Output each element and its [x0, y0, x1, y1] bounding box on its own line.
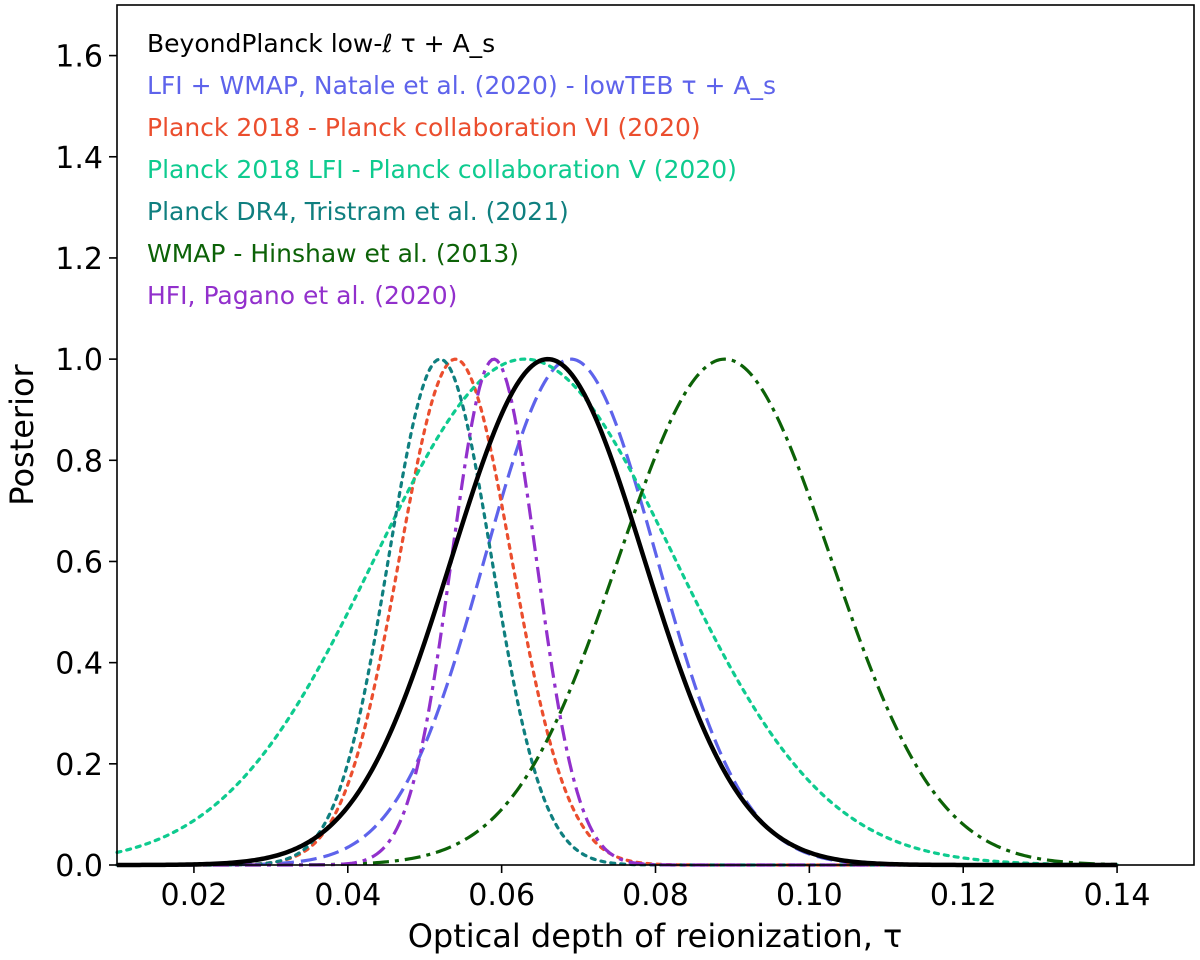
y-tick-label: 1.4 [55, 141, 103, 176]
x-tick-label: 0.06 [468, 878, 535, 913]
x-axis-ticks: 0.02 0.04 0.06 0.08 0.10 0.12 0.14 [161, 865, 1151, 913]
y-tick-label: 0.2 [55, 748, 103, 783]
series-curve-1 [117, 357, 1118, 867]
x-tick-label: 0.04 [314, 878, 381, 913]
legend-entry-6: HFI, Pagano et al. (2020) [147, 281, 457, 310]
y-tick-label: 1.0 [55, 343, 103, 378]
x-axis-label: Optical depth of reionization, τ [408, 917, 903, 955]
legend-entry-2: Planck 2018 - Planck collaboration VI (2… [147, 113, 701, 142]
y-tick-label: 1.2 [55, 242, 103, 277]
legend-entry-0: BeyondPlanck low-ℓ τ + A_s [147, 29, 495, 58]
legend-entry-4: Planck DR4, Tristram et al. (2021) [147, 197, 569, 226]
y-axis-ticks: 0.0 0.2 0.4 0.6 0.8 1.0 1.2 1.4 1.6 [55, 40, 117, 884]
x-tick-label: 0.12 [930, 878, 997, 913]
y-tick-label: 1.6 [55, 40, 103, 75]
y-tick-label: 0.6 [55, 545, 103, 580]
legend-entry-1: LFI + WMAP, Natale et al. (2020) - lowTE… [147, 71, 776, 100]
plot-background [117, 5, 1194, 865]
legend-entry-3: Planck 2018 LFI - Planck collaboration V… [147, 155, 737, 184]
legend: BeyondPlanck low-ℓ τ + A_s LFI + WMAP, Na… [147, 29, 776, 310]
x-tick-label: 0.14 [1084, 878, 1151, 913]
y-tick-label: 0.0 [55, 849, 103, 884]
x-tick-label: 0.10 [776, 878, 843, 913]
x-tick-label: 0.08 [622, 878, 689, 913]
y-axis-label: Posterior [3, 363, 41, 505]
x-tick-label: 0.02 [161, 878, 228, 913]
y-tick-label: 0.8 [55, 444, 103, 479]
y-tick-label: 0.4 [55, 647, 103, 682]
legend-entry-5: WMAP - Hinshaw et al. (2013) [147, 239, 519, 268]
series-curve-3 [115, 357, 1119, 867]
